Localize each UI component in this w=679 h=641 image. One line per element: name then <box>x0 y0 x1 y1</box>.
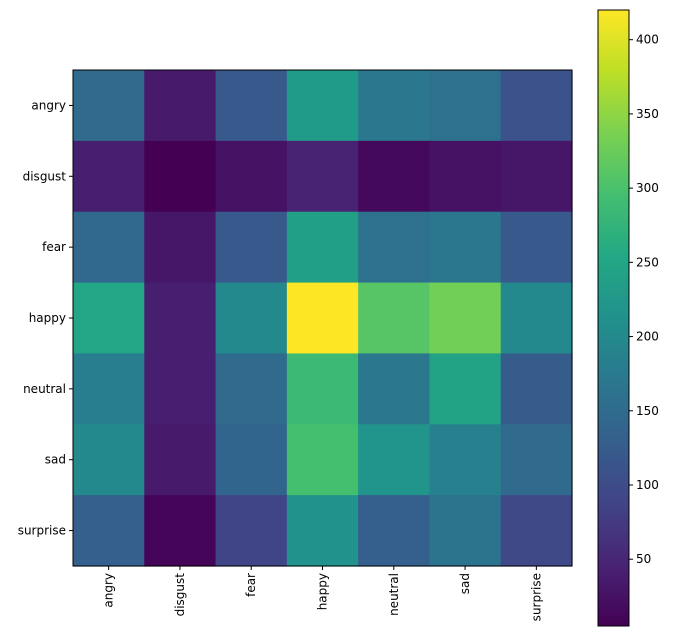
heatmap-cell-sad-disgust <box>144 424 217 496</box>
heatmap-cell-angry-sad <box>429 70 502 142</box>
colorbar-axis: 50 100 150 200 250 300 350 400 <box>629 33 659 566</box>
heatmap-cell-angry-neutral <box>358 70 431 142</box>
y-tick-label: neutral <box>23 382 66 396</box>
x-tick-label: sad <box>458 573 472 594</box>
heatmap-cell-happy-fear <box>215 282 288 355</box>
heatmap-cell-fear-fear <box>215 211 288 284</box>
heatmap-cell-sad-fear <box>215 424 288 496</box>
heatmap-cell-happy-neutral <box>358 282 431 355</box>
heatmap-cell-happy-disgust <box>144 282 217 355</box>
heatmap-cell-fear-happy <box>286 211 359 284</box>
heatmap-cell-angry-fear <box>215 70 288 142</box>
heatmap-cell-fear-angry <box>73 211 145 284</box>
colorbar-tick-label: 100 <box>636 478 659 492</box>
heatmap-cell-surprise-neutral <box>358 495 431 567</box>
x-tick-label: fear <box>244 573 258 597</box>
heatmap-cell-surprise-sad <box>429 495 502 567</box>
colorbar-tick-label: 250 <box>636 255 659 269</box>
heatmap-cell-disgust-fear <box>215 140 288 213</box>
y-tick-label: surprise <box>18 524 66 538</box>
heatmap-cell-neutral-sad <box>429 353 502 425</box>
y-tick-label: happy <box>29 311 66 325</box>
x-tick-label: happy <box>316 573 330 610</box>
heatmap-cell-disgust-angry <box>73 140 145 213</box>
heatmap-cell-sad-sad <box>429 424 502 496</box>
heatmap-cell-angry-angry <box>73 70 145 142</box>
colorbar-tick-label: 300 <box>636 181 659 195</box>
heatmap-cell-neutral-fear <box>215 353 288 425</box>
heatmap-cell-angry-disgust <box>144 70 217 142</box>
heatmap-cell-surprise-disgust <box>144 495 217 567</box>
heatmap-cell-neutral-angry <box>73 353 145 425</box>
colorbar-tick-label: 150 <box>636 404 659 418</box>
heatmap-cell-fear-surprise <box>500 211 573 284</box>
heatmap-cell-surprise-angry <box>73 495 145 567</box>
heatmap-cell-happy-happy <box>286 282 359 355</box>
heatmap-cell-sad-surprise <box>500 424 573 496</box>
heatmap-cell-happy-surprise <box>500 282 573 355</box>
heatmap-cell-angry-happy <box>286 70 359 142</box>
x-axis: angry disgust fear happy neutral sad surprise <box>102 566 543 621</box>
heatmap-cell-sad-angry <box>73 424 145 496</box>
heatmap-cell-happy-sad <box>429 282 502 355</box>
heatmap-cell-neutral-happy <box>286 353 359 425</box>
y-axis: angry disgust fear happy neutral sad surprise <box>18 98 73 538</box>
y-tick-label: angry <box>31 98 66 112</box>
y-tick-label: sad <box>45 453 66 467</box>
colorbar-tick-label: 200 <box>636 330 659 344</box>
heatmap-cell-happy-angry <box>73 282 145 355</box>
colorbar-tick-label: 400 <box>636 33 659 47</box>
colorbar-tick-label: 50 <box>636 552 651 566</box>
heatmap-cell-fear-neutral <box>358 211 431 284</box>
heatmap-cell-neutral-neutral <box>358 353 431 425</box>
heatmap-cell-surprise-surprise <box>500 495 573 567</box>
heatmap-cell-fear-disgust <box>144 211 217 284</box>
heatmap-cell-sad-neutral <box>358 424 431 496</box>
x-tick-label: angry <box>102 573 116 608</box>
y-tick-label: disgust <box>23 169 67 183</box>
heatmap-cell-surprise-fear <box>215 495 288 567</box>
heatmap-cell-disgust-surprise <box>500 140 573 213</box>
heatmap-cell-neutral-disgust <box>144 353 217 425</box>
heatmap-cell-surprise-happy <box>286 495 359 567</box>
colorbar-tick-label: 350 <box>636 107 659 121</box>
x-tick-label: disgust <box>173 573 187 617</box>
heatmap-cell-disgust-happy <box>286 140 359 213</box>
heatmap-cells <box>73 70 573 567</box>
heatmap-cell-disgust-neutral <box>358 140 431 213</box>
heatmap-cell-disgust-sad <box>429 140 502 213</box>
heatmap-cell-sad-happy <box>286 424 359 496</box>
heatmap-cell-fear-sad <box>429 211 502 284</box>
x-tick-label: neutral <box>387 573 401 616</box>
heatmap-cell-angry-surprise <box>500 70 573 142</box>
heatmap-cell-disgust-disgust <box>144 140 217 213</box>
colorbar <box>597 9 630 627</box>
x-tick-label: surprise <box>529 573 543 621</box>
y-tick-label: fear <box>42 240 66 254</box>
heatmap-cell-neutral-surprise <box>500 353 573 425</box>
